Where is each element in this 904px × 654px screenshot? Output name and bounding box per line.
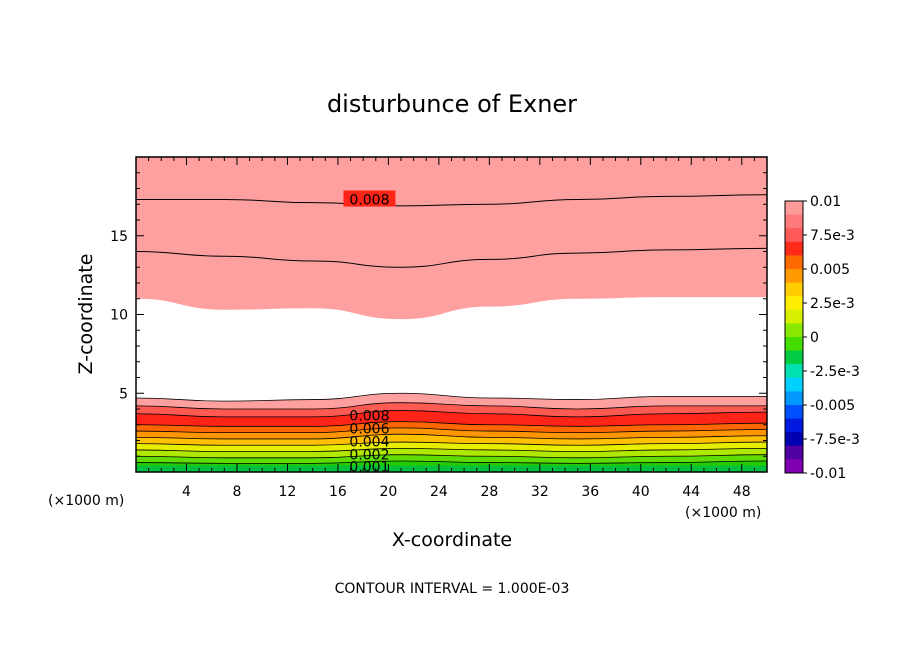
y-tick-label: 5 [119, 386, 128, 402]
lower-contour-4 [136, 427, 767, 434]
colorbar-label: 0.01 [810, 194, 841, 210]
colorbar-swatch [785, 296, 803, 311]
contour-label: 0.008 [349, 193, 389, 209]
lower-contour-0 [136, 392, 767, 402]
lower-contour-3 [136, 421, 767, 427]
contour-label: 0.006 [349, 422, 389, 438]
lower-contour-7 [136, 447, 767, 452]
colorbar-label: -0.01 [810, 466, 846, 482]
lower-contour-6 [136, 441, 767, 446]
colorbar-swatch [785, 269, 803, 284]
contour-label: 0.008 [349, 408, 389, 424]
colorbar-swatch [785, 201, 803, 216]
contour-label-bg [343, 190, 396, 207]
x-axis-unit-left: (×1000 m) [48, 493, 124, 509]
y-tick-label: 10 [110, 308, 128, 324]
lower-contour-2 [136, 410, 767, 418]
upper-contour-1 [136, 247, 767, 268]
x-tick-label: 28 [480, 484, 498, 500]
lower-contour-8 [136, 454, 767, 459]
colorbar-label: 7.5e-3 [810, 228, 855, 244]
colorbar-swatch [785, 337, 803, 352]
x-tick-label: 8 [232, 484, 241, 500]
colorbar-swatch [785, 282, 803, 297]
colorbar-swatch [785, 432, 803, 447]
colorbar-swatch [785, 377, 803, 392]
colorbar-swatch [785, 309, 803, 324]
x-tick-label: 24 [430, 484, 448, 500]
colorbar-swatch [785, 418, 803, 433]
colorbar-label: 0 [810, 330, 819, 346]
colorbar-swatch [785, 364, 803, 379]
lower-contour-5 [136, 433, 767, 440]
colorbar-swatch [785, 228, 803, 243]
x-tick-label: 32 [531, 484, 549, 500]
colorbar-swatch [785, 350, 803, 365]
colorbar-label: -7.5e-3 [810, 432, 860, 448]
colorbar-label: -0.005 [810, 398, 855, 414]
x-tick-label: 20 [379, 484, 397, 500]
colorbar-swatch [785, 214, 803, 229]
contour-label: 0.004 [349, 434, 389, 450]
contour-label: 0.002 [349, 448, 389, 464]
colorbar-swatch [785, 405, 803, 420]
chart-title: disturbunce of Exner [327, 90, 577, 118]
x-axis-label: X-coordinate [392, 529, 512, 551]
colorbar-swatch [785, 445, 803, 460]
colorbar: 0.01 7.5e-3 0.005 2.5e-3 0 -2.5e-3 -0.005 -7.5e… [784, 194, 860, 482]
colorbar-swatch [785, 241, 803, 256]
x-tick-label: 40 [632, 484, 650, 500]
y-tick-label: 15 [110, 229, 128, 245]
x-tick-label: 48 [733, 484, 751, 500]
colorbar-swatch [785, 255, 803, 270]
y-axis-label: Z-coordinate [75, 254, 97, 375]
contour-lines [136, 194, 767, 464]
upper-contour-0 [136, 194, 767, 207]
colorbar-label: 0.005 [810, 262, 850, 278]
x-tick-label: 16 [329, 484, 347, 500]
x-tick-label: 12 [279, 484, 297, 500]
contour-interval-note: CONTOUR INTERVAL = 1.000E-03 [335, 581, 570, 597]
colorbar-label: -2.5e-3 [810, 364, 860, 380]
colorbar-swatch [785, 391, 803, 406]
lower-contour-9 [136, 460, 767, 464]
colorbar-label: 2.5e-3 [810, 296, 855, 312]
contour-label: 0.001 [349, 459, 389, 475]
colorbar-swatch [785, 323, 803, 338]
x-tick-label: 4 [182, 484, 191, 500]
colorbar-swatch [785, 459, 803, 474]
upper-band-3 [136, 157, 767, 320]
x-tick-label: 44 [682, 484, 700, 500]
x-tick-label: 36 [581, 484, 599, 500]
x-axis-unit-right: (×1000 m) [685, 505, 761, 521]
lower-contour-1 [136, 402, 767, 410]
